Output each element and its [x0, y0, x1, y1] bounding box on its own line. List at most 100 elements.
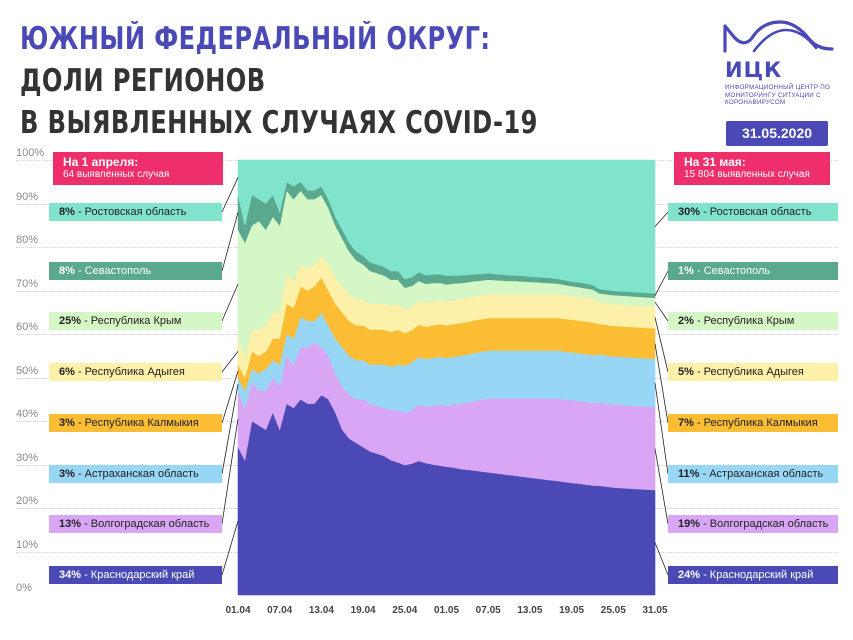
share-value: 11%	[678, 468, 700, 480]
share-value: 8%	[59, 265, 75, 277]
connector-line	[654, 343, 669, 424]
y-tick-label: 30%	[16, 451, 39, 464]
title-region: Южный федеральный округ:	[20, 21, 491, 57]
x-tick-label: 13.05	[517, 605, 543, 616]
logo-subtitle: Информационный центр по мониторингу ситу…	[725, 84, 831, 106]
left-region-label: 8% - Севастополь	[49, 262, 222, 280]
y-tick-label: 100%	[16, 147, 45, 159]
y-tick-label: 90%	[16, 190, 39, 203]
title-line-1: Южный федеральный округ: доли регионов	[20, 18, 558, 102]
right-region-label: 11% - Астраханская область	[668, 465, 838, 483]
region-name: - Волгоградская область	[700, 518, 829, 530]
x-tick-label: 01.04	[225, 605, 251, 616]
left-region-label: 8% - Ростовская область	[49, 203, 222, 221]
connector-line	[654, 542, 669, 576]
end-period-cases: 15 804 выявленных случая	[684, 169, 810, 180]
left-region-label: 13% - Волгоградская область	[49, 515, 222, 533]
share-value: 24%	[678, 569, 701, 581]
left-region-label: 3% - Республика Калмыкия	[49, 414, 222, 432]
page-title: Южный федеральный округ: доли регионов в…	[20, 18, 558, 144]
start-period-head: На 1 апреля:	[63, 155, 139, 169]
date-badge: 31.05.2020	[726, 121, 828, 146]
y-tick-label: 50%	[16, 364, 39, 377]
share-value: 3%	[59, 417, 75, 429]
region-name: - Республика Адыгея	[693, 366, 804, 378]
share-value: 6%	[59, 366, 75, 378]
connector-line	[654, 211, 669, 227]
connector-line	[221, 383, 239, 475]
y-tick-label: 80%	[16, 234, 39, 246]
connector-line	[221, 177, 239, 213]
share-value: 8%	[59, 206, 75, 218]
connector-line	[654, 301, 669, 322]
logo-abbreviation: ИЦК	[725, 58, 783, 82]
share-value: 1%	[678, 265, 694, 277]
y-tick-label: 0%	[16, 582, 32, 594]
start-period-box: На 1 апреля: 64 выявленных случая	[53, 152, 223, 185]
left-region-label: 34% - Краснодарский край	[49, 566, 222, 584]
y-tick-label: 40%	[16, 408, 39, 420]
region-name: - Республика Крым	[81, 315, 182, 327]
left-region-label: 3% - Астраханская область	[49, 465, 222, 483]
region-name: - Ростовская область	[74, 206, 187, 218]
region-name: - Республика Калмыкия	[74, 417, 199, 429]
region-name: - Севастополь	[74, 265, 152, 277]
region-name: - Волгоградская область	[81, 518, 210, 530]
right-region-label: 19% - Волгоградская область	[668, 515, 838, 533]
connector-line	[221, 370, 239, 424]
x-tick-label: 13.04	[308, 605, 334, 616]
start-period-cases: 64 выявленных случая	[63, 169, 170, 180]
region-name: - Севастополь	[693, 265, 771, 277]
share-value: 25%	[59, 315, 82, 327]
right-region-label: 7% - Республика Калмыкия	[668, 414, 838, 432]
connector-line	[654, 448, 669, 525]
connector-line	[221, 418, 239, 525]
region-name: - Астраханская область	[699, 468, 824, 480]
end-period-head: На 31 мая:	[684, 155, 746, 169]
region-name: - Ростовская область	[700, 206, 812, 218]
x-tick-label: 19.05	[559, 605, 585, 616]
region-name: - Республика Калмыкия	[693, 417, 818, 429]
x-tick-label: 25.04	[392, 605, 418, 616]
y-tick-label: 60%	[16, 321, 39, 333]
region-name: - Краснодарский край	[81, 569, 195, 581]
right-region-label: 24% - Краснодарский край	[668, 566, 838, 584]
share-value: 3%	[59, 468, 75, 480]
end-period-box: На 31 мая: 15 804 выявленных случая	[674, 152, 830, 185]
logo: ИЦК Информационный центр по мониторингу …	[722, 18, 837, 106]
connector-line	[221, 520, 239, 576]
x-tick-label: 31.05	[642, 605, 668, 616]
right-region-label: 5% - Республика Адыгея	[668, 363, 838, 381]
title-topic: доли регионов	[20, 63, 266, 99]
left-region-label: 6% - Республика Адыгея	[49, 363, 222, 381]
right-region-label: 2% - Республика Крым	[668, 312, 838, 330]
share-value: 19%	[678, 518, 701, 530]
share-value: 2%	[678, 315, 694, 327]
title-line-2: в выявленных случаях COVID-19	[20, 105, 538, 141]
share-value: 30%	[678, 206, 701, 218]
y-tick-label: 10%	[16, 538, 39, 551]
connector-line	[221, 351, 239, 373]
x-tick-label: 07.05	[475, 605, 501, 616]
connector-line	[654, 317, 669, 373]
share-value: 34%	[59, 569, 82, 581]
region-name: - Краснодарский край	[700, 569, 814, 581]
share-value: 13%	[59, 518, 82, 530]
x-tick-label: 07.04	[267, 605, 293, 616]
share-value: 5%	[678, 366, 694, 378]
connector-line	[654, 382, 669, 475]
y-tick-label: 20%	[16, 495, 39, 507]
connector-line	[654, 270, 669, 296]
region-name: - Астраханская область	[74, 468, 199, 480]
connector-line	[221, 283, 239, 322]
x-tick-label: 01.05	[433, 605, 460, 616]
region-name: - Республика Адыгея	[74, 366, 185, 378]
right-region-label: 30% - Ростовская область	[668, 203, 838, 221]
left-region-label: 25% - Республика Крым	[49, 312, 222, 330]
share-value: 7%	[678, 417, 694, 429]
region-name: - Республика Крым	[693, 315, 795, 327]
y-tick-label: 70%	[16, 277, 39, 290]
connector-line	[221, 212, 239, 272]
logo-mountain-icon	[723, 20, 834, 53]
